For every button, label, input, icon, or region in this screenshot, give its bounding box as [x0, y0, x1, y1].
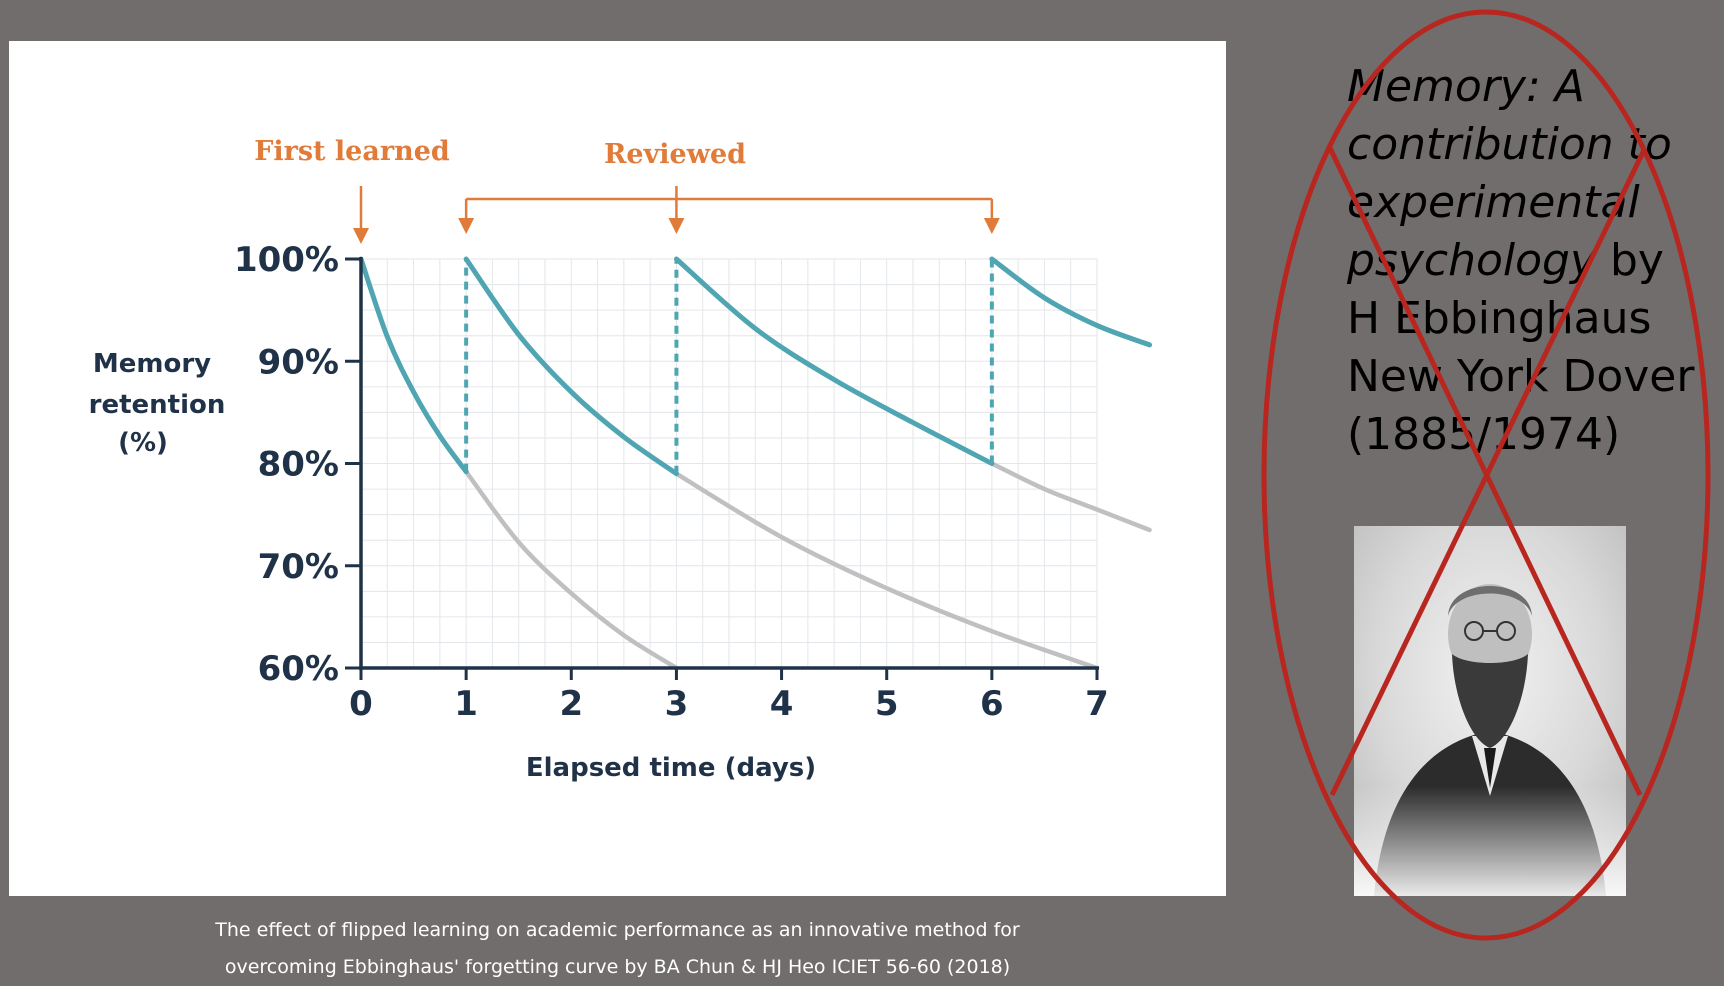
y-axis-label-line3: (%)	[118, 428, 168, 458]
y-axis-label-line1: Memory	[93, 349, 211, 379]
retention-curve-3	[673, 256, 995, 466]
forgetting-curve-1	[463, 469, 679, 671]
chart-axes: 60% 70% 80% 90% 100% 0 1 2 3 4 5 6 7	[234, 240, 1109, 724]
reviewed-arrow-head	[458, 218, 475, 234]
ref-by: by	[1596, 235, 1664, 286]
chart-grid	[360, 258, 1098, 669]
y-tick-label: 100%	[234, 240, 339, 280]
retention-curve-4	[989, 256, 1153, 348]
ref-title-line1: Memory: A	[1347, 61, 1585, 112]
forgetting-curve-chart: 60% 70% 80% 90% 100% 0 1 2 3 4 5 6 7 Memory retentio…	[89, 136, 1153, 783]
ebbinghaus-portrait-image	[1354, 526, 1626, 896]
x-tick-label: 3	[665, 684, 689, 724]
reference-citation: Memory: A contribution to experimental p…	[1347, 58, 1717, 464]
reviewed-arrow-head	[668, 218, 685, 234]
chart-annotations	[353, 186, 1000, 244]
x-tick-label: 5	[875, 684, 899, 724]
x-tick-label: 2	[559, 684, 583, 724]
forgetting-curve-2	[674, 471, 1100, 671]
ref-publisher: New York Dover	[1347, 351, 1695, 402]
chart-curves	[358, 256, 1153, 671]
reviewed-arrow-head	[983, 218, 1000, 234]
x-tick-label: 6	[980, 684, 1004, 724]
ref-title-line4: psychology	[1347, 235, 1597, 286]
reviewed-label: Reviewed	[604, 139, 746, 170]
x-tick-label: 0	[349, 684, 373, 724]
citation-caption: The effect of flipped learning on academ…	[9, 912, 1226, 986]
x-tick-label: 7	[1085, 684, 1109, 724]
chart-panel: 60% 70% 80% 90% 100% 0 1 2 3 4 5 6 7 Memory retentio…	[9, 41, 1226, 896]
x-axis-label: Elapsed time (days)	[526, 753, 816, 783]
x-tick-label: 1	[454, 684, 478, 724]
y-tick-label: 60%	[258, 649, 339, 689]
y-tick-label: 70%	[258, 547, 339, 587]
forgetting-curve-3	[989, 461, 1152, 533]
y-axis-label-line2: retention	[89, 390, 226, 420]
ref-title-line2: contribution to	[1347, 119, 1672, 170]
y-tick-label: 80%	[258, 445, 339, 485]
ref-title-line3: experimental	[1347, 177, 1640, 228]
first-learned-label: First learned	[254, 136, 450, 167]
retention-curve-1	[358, 256, 469, 475]
caption-line2: overcoming Ebbinghaus' forgetting curve …	[224, 956, 1011, 978]
ref-author: H Ebbinghaus	[1347, 293, 1652, 344]
caption-line1: The effect of flipped learning on academ…	[215, 919, 1020, 941]
first-learned-arrow-head	[353, 228, 369, 244]
x-tick-label: 4	[770, 684, 794, 724]
ref-year: (1885/1974)	[1347, 409, 1621, 460]
retention-curve-2	[463, 256, 679, 477]
y-tick-label: 90%	[258, 342, 339, 382]
